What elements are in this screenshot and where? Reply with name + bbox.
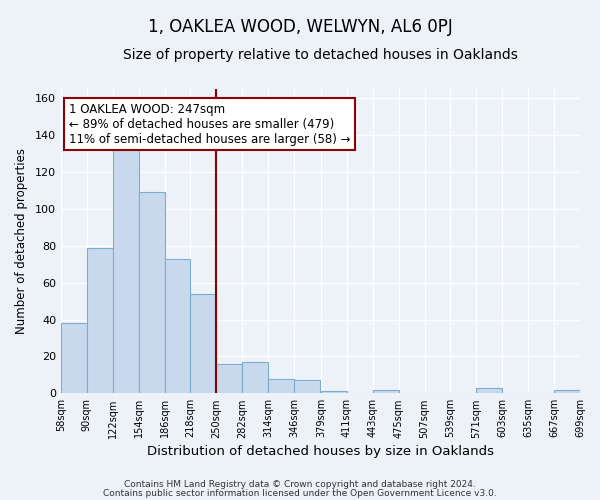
Bar [139, 192, 164, 394]
Bar [476, 388, 502, 394]
Title: Size of property relative to detached houses in Oaklands: Size of property relative to detached ho… [123, 48, 518, 62]
Bar [242, 362, 268, 394]
Bar [268, 378, 294, 394]
Bar [61, 323, 87, 394]
Bar [87, 248, 113, 394]
Bar [164, 258, 190, 394]
X-axis label: Distribution of detached houses by size in Oaklands: Distribution of detached houses by size … [147, 444, 494, 458]
Bar [190, 294, 217, 394]
Bar [294, 380, 320, 394]
Text: 1, OAKLEA WOOD, WELWYN, AL6 0PJ: 1, OAKLEA WOOD, WELWYN, AL6 0PJ [148, 18, 452, 36]
Text: Contains public sector information licensed under the Open Government Licence v3: Contains public sector information licen… [103, 490, 497, 498]
Bar [217, 364, 242, 394]
Text: 1 OAKLEA WOOD: 247sqm
← 89% of detached houses are smaller (479)
11% of semi-det: 1 OAKLEA WOOD: 247sqm ← 89% of detached … [69, 102, 350, 146]
Bar [373, 390, 398, 394]
Bar [113, 148, 139, 394]
Bar [554, 390, 580, 394]
Bar [321, 392, 347, 394]
Y-axis label: Number of detached properties: Number of detached properties [15, 148, 28, 334]
Text: Contains HM Land Registry data © Crown copyright and database right 2024.: Contains HM Land Registry data © Crown c… [124, 480, 476, 489]
